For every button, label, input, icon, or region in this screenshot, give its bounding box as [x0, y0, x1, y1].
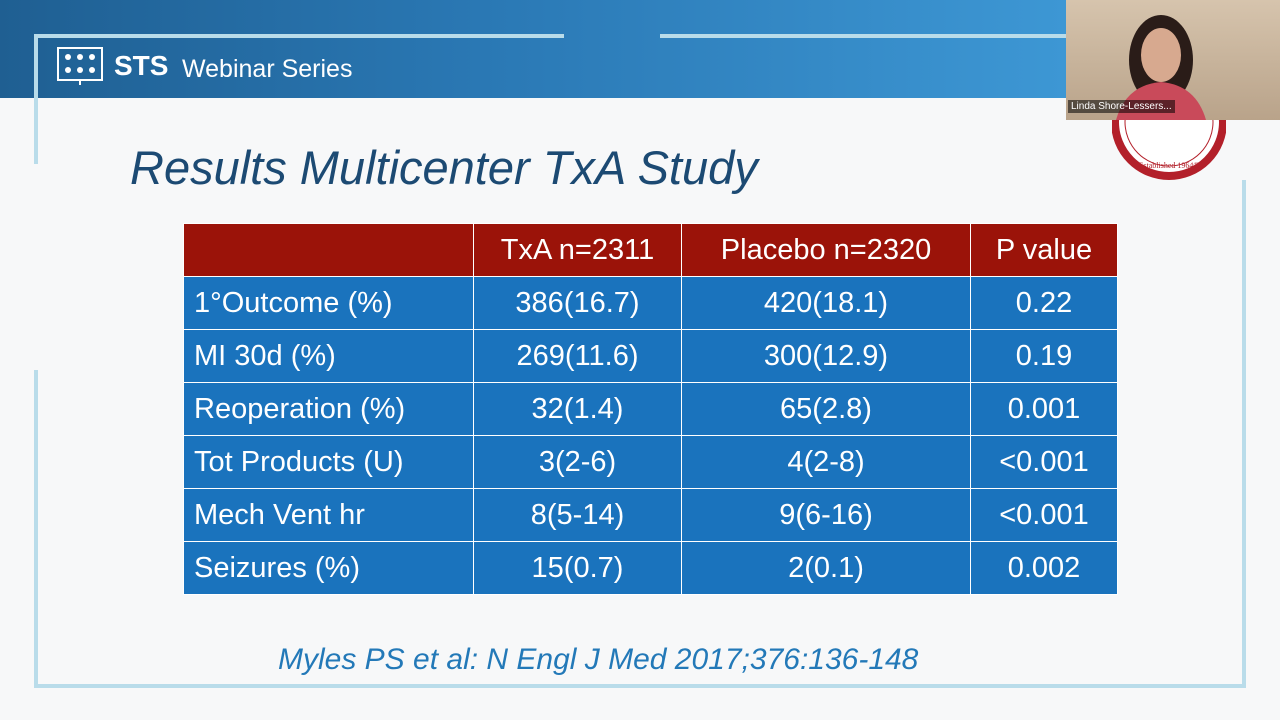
- data-cell: 8(5-14): [473, 488, 682, 542]
- empty-header-cell: [183, 223, 474, 277]
- table-row: Tot Products (U) 3(2-6) 4(2-8) <0.001: [183, 435, 1118, 489]
- citation: Myles PS et al: N Engl J Med 2017;376:13…: [278, 643, 919, 676]
- data-cell: 4(2-8): [681, 435, 971, 489]
- data-cell: 3(2-6): [473, 435, 682, 489]
- participant-name: Linda Shore-Lessers...: [1068, 100, 1175, 113]
- brand: STS: [114, 50, 169, 81]
- table-row: 1°Outcome (%) 386(16.7) 420(18.1) 0.22: [183, 276, 1118, 330]
- table-row: Seizures (%) 15(0.7) 2(0.1) 0.002: [183, 541, 1118, 595]
- row-label: Tot Products (U): [183, 435, 474, 489]
- data-cell: 0.001: [970, 382, 1118, 436]
- frame-line: [1242, 180, 1246, 688]
- data-cell: <0.001: [970, 488, 1118, 542]
- data-cell: 65(2.8): [681, 382, 971, 436]
- data-cell: 300(12.9): [681, 329, 971, 383]
- frame-line: [34, 370, 38, 688]
- banner: [0, 0, 1066, 98]
- data-cell: 0.19: [970, 329, 1118, 383]
- table-row: MI 30d (%) 269(11.6) 300(12.9) 0.19: [183, 329, 1118, 383]
- row-label: 1°Outcome (%): [183, 276, 474, 330]
- data-cell: 9(6-16): [681, 488, 971, 542]
- frame-line: [660, 34, 1066, 38]
- row-label: Mech Vent hr: [183, 488, 474, 542]
- data-cell: 2(0.1): [681, 541, 971, 595]
- frame-line: [34, 34, 564, 38]
- row-label: Seizures (%): [183, 541, 474, 595]
- header-cell: Placebo n=2320: [681, 223, 971, 277]
- data-cell: 269(11.6): [473, 329, 682, 383]
- row-label: MI 30d (%): [183, 329, 474, 383]
- slide-title: Results Multicenter TxA Study: [130, 141, 758, 194]
- table-row: Mech Vent hr 8(5-14) 9(6-16) <0.001: [183, 488, 1118, 542]
- data-cell: 420(18.1): [681, 276, 971, 330]
- data-cell: 0.002: [970, 541, 1118, 595]
- data-cell: 15(0.7): [473, 541, 682, 595]
- header-cell: TxA n=2311: [473, 223, 682, 277]
- frame-line: [34, 34, 38, 164]
- header-cell: P value: [970, 223, 1118, 277]
- results-table: TxA n=2311 Placebo n=2320 P value 1°Outcom…: [183, 223, 1118, 595]
- logo-text: Established 1964®: [1139, 161, 1200, 170]
- data-cell: 0.22: [970, 276, 1118, 330]
- frame-line: [34, 684, 1246, 688]
- row-label: Reoperation (%): [183, 382, 474, 436]
- series-name: Webinar Series: [182, 55, 353, 83]
- table-row: Reoperation (%) 32(1.4) 65(2.8) 0.001: [183, 382, 1118, 436]
- data-cell: 386(16.7): [473, 276, 682, 330]
- brand-icon: [57, 47, 103, 85]
- data-cell: <0.001: [970, 435, 1118, 489]
- data-cell: 32(1.4): [473, 382, 682, 436]
